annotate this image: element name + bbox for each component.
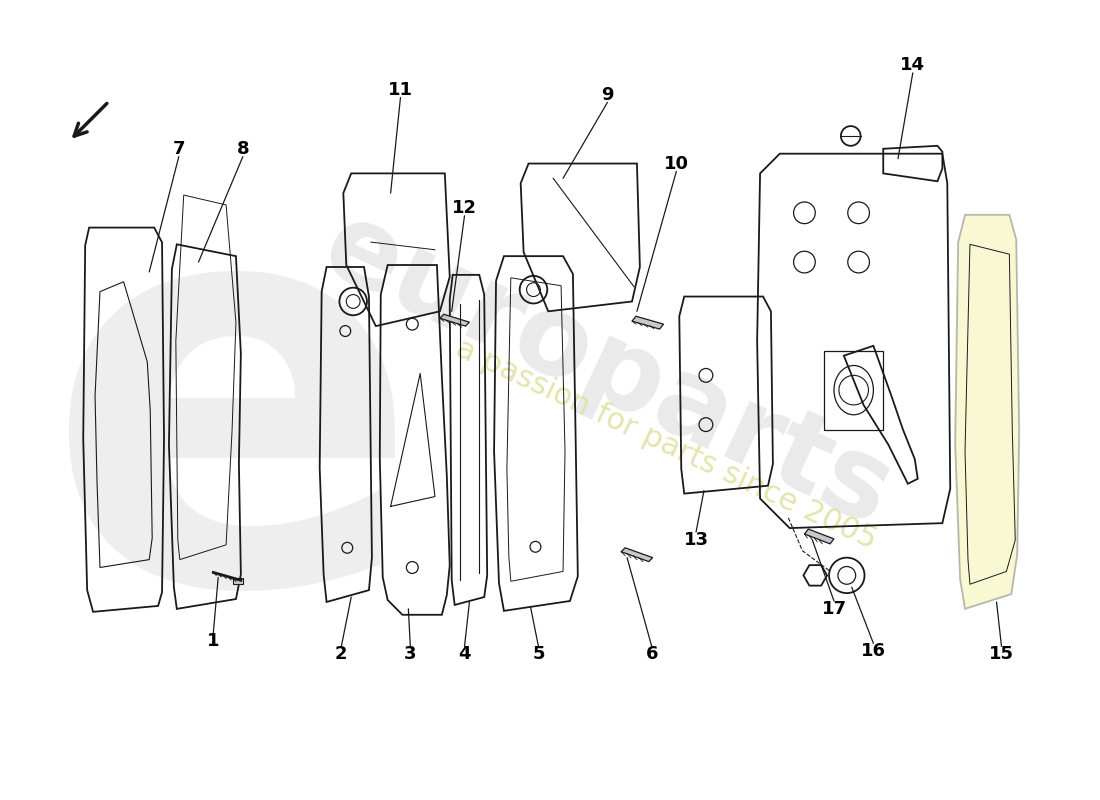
Text: 12: 12 [452,199,477,217]
Text: 6: 6 [646,645,658,663]
Text: europarts: europarts [307,192,909,549]
Text: 11: 11 [388,81,412,98]
Text: 10: 10 [663,154,689,173]
Text: 4: 4 [459,645,471,663]
Bar [824,350,883,430]
Polygon shape [804,529,834,544]
Text: 2: 2 [336,645,348,663]
Text: 17: 17 [822,600,847,618]
Text: 3: 3 [404,645,417,663]
Bar [233,578,243,584]
Text: 15: 15 [989,645,1014,663]
Polygon shape [955,214,1020,609]
Text: 7: 7 [173,140,185,158]
Text: e: e [45,160,421,699]
Text: 16: 16 [861,642,886,660]
Text: 9: 9 [601,86,614,103]
Text: 14: 14 [900,56,925,74]
Text: a passion for parts since 2005: a passion for parts since 2005 [451,334,881,555]
Text: 8: 8 [236,140,249,158]
Polygon shape [621,548,652,562]
Text: 1: 1 [207,632,220,650]
Text: 13: 13 [683,531,708,549]
Polygon shape [632,316,663,329]
Text: 5: 5 [532,645,544,663]
Polygon shape [440,314,470,326]
